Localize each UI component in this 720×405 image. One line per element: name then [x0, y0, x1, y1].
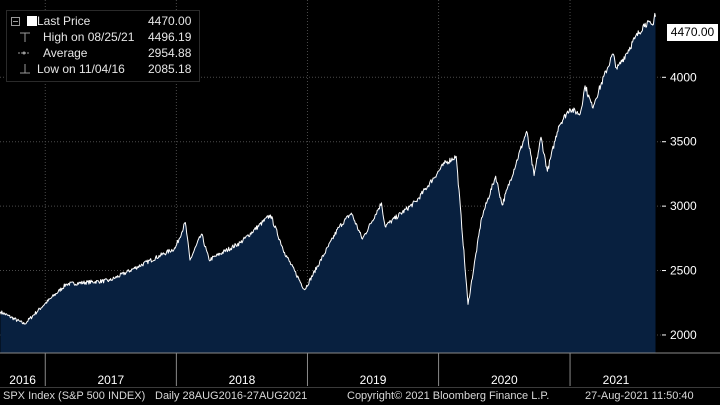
legend-label: Last Price — [37, 14, 91, 28]
legend-value: 2954.88 — [148, 46, 192, 60]
legend-value: 2085.18 — [148, 62, 192, 76]
legend-value: 4470.00 — [148, 14, 192, 28]
price-line — [0, 12, 656, 325]
legend-row-high: High on 08/25/21 4496.19 — [7, 29, 199, 45]
legend-label: Low on 11/04/16 — [37, 62, 125, 76]
x-tick-label: 2019 — [360, 373, 387, 387]
x-axis: 2016 2017 2018 2019 2020 2021 — [0, 352, 720, 387]
y-tick-label: 2500 — [670, 264, 697, 278]
collapse-icon[interactable] — [11, 17, 20, 26]
date-range: Daily 28AUG2016-27AUG2021 — [155, 390, 308, 402]
legend-row-average: Average 2954.88 — [7, 45, 199, 61]
x-tick-label: 2017 — [97, 373, 124, 387]
x-tick-label: 2018 — [229, 373, 256, 387]
y-tick-label: 2000 — [670, 328, 697, 342]
y-tick-label: 3000 — [670, 199, 697, 213]
y-tick-label: 3500 — [670, 135, 697, 149]
series-swatch — [27, 16, 37, 26]
low-marker-icon — [20, 64, 30, 74]
average-marker-icon — [18, 51, 30, 55]
timestamp: 27-Aug-2021 11:50:40 — [585, 390, 694, 402]
x-tick-label: 2016 — [9, 373, 36, 387]
legend-row-last-price: Last Price 4470.00 — [7, 13, 199, 29]
chart-legend: Last Price 4470.00 High on 08/25/21 4496… — [6, 10, 200, 82]
legend-label: Average — [43, 46, 88, 60]
chart-footer: SPX Index (S&P 500 INDEX) Daily 28AUG201… — [0, 387, 720, 405]
legend-value: 4496.19 — [148, 30, 192, 44]
index-name: SPX Index (S&P 500 INDEX) — [3, 390, 146, 402]
y-axis: 2000 2500 3000 3500 4000 — [662, 70, 697, 342]
x-tick-label: 2020 — [491, 373, 518, 387]
last-price-label: 4470.00 — [667, 24, 718, 41]
price-area-fill — [0, 13, 656, 354]
y-tick-label: 4000 — [670, 70, 697, 84]
high-marker-icon — [20, 32, 30, 42]
copyright: Copyright© 2021 Bloomberg Finance L.P. — [347, 390, 550, 402]
x-tick-label: 2021 — [603, 373, 630, 387]
legend-row-low: Low on 11/04/16 2085.18 — [7, 61, 199, 77]
legend-label: High on 08/25/21 — [43, 30, 135, 44]
